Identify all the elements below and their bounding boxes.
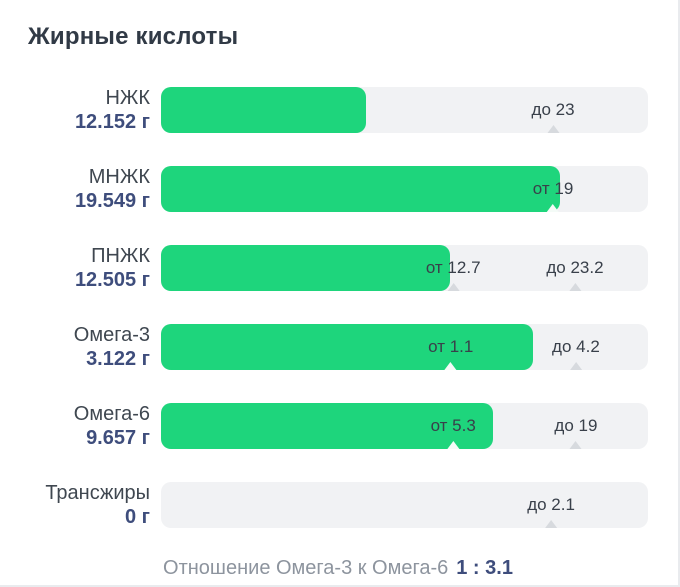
range-marker-max: до 19 <box>554 403 597 449</box>
omega-ratio-value: 1 : 3.1 <box>456 557 513 579</box>
nutrient-name: ПНЖК <box>91 245 150 267</box>
row-label: Омега-6 9.657 г <box>28 402 150 450</box>
range-marker-min: от 5.3 <box>431 403 476 449</box>
range-marker-max: до 4.2 <box>552 324 600 370</box>
bar-track: от 19 <box>161 166 648 212</box>
row-omega-3: Омега-3 3.122 г от 1.1 до 4.2 <box>28 323 648 371</box>
nutrient-value: 12.505 г <box>74 269 150 291</box>
fatty-acids-chart: НЖК 12.152 г до 23 МНЖК 19.549 г от 19 П… <box>28 86 648 529</box>
nutrient-value: 19.549 г <box>74 190 150 212</box>
bar-track: до 23 <box>161 87 648 133</box>
nutrient-name: Трансжиры <box>45 482 150 504</box>
bar-track: до 2.1 <box>161 482 648 528</box>
bar-track: от 5.3 до 19 <box>161 403 648 449</box>
row-label: ПНЖК 12.505 г <box>28 244 150 292</box>
nutrient-name: НЖК <box>105 87 150 109</box>
nutrient-value: 0 г <box>124 506 150 528</box>
bar-fill <box>161 324 534 370</box>
bar-fill <box>161 245 450 291</box>
row-mnzhk: МНЖК 19.549 г от 19 <box>28 165 648 213</box>
bar-track: от 1.1 до 4.2 <box>161 324 648 370</box>
nutrient-name: МНЖК <box>88 166 150 188</box>
range-marker-max: до 23.2 <box>546 245 603 291</box>
range-marker-min: от 12.7 <box>426 245 481 291</box>
bar-track: от 12.7 до 23.2 <box>161 245 648 291</box>
row-pnzhk: ПНЖК 12.505 г от 12.7 до 23.2 <box>28 244 648 292</box>
row-label: НЖК 12.152 г <box>28 86 150 134</box>
row-omega-6: Омега-6 9.657 г от 5.3 до 19 <box>28 402 648 450</box>
nutrient-value: 3.122 г <box>86 348 150 370</box>
row-label: МНЖК 19.549 г <box>28 165 150 213</box>
range-marker-max: до 2.1 <box>527 482 575 528</box>
row-trans-fats: Трансжиры 0 г до 2.1 <box>28 481 648 529</box>
bar-fill <box>161 166 561 212</box>
range-marker-min: от 19 <box>533 166 574 212</box>
row-label: Трансжиры 0 г <box>28 481 150 529</box>
bar-fill <box>161 87 366 133</box>
omega-ratio-label: Отношение Омега-3 к Омега-6 <box>163 557 449 579</box>
nutrient-name: Омега-6 <box>73 403 150 425</box>
row-label: Омега-3 3.122 г <box>28 323 150 371</box>
row-nzhk: НЖК 12.152 г до 23 <box>28 86 648 134</box>
range-marker-max: до 23 <box>532 87 575 133</box>
nutrient-value: 9.657 г <box>86 427 150 449</box>
nutrient-name: Омега-3 <box>73 324 150 346</box>
range-marker-min: от 1.1 <box>428 324 473 370</box>
omega-ratio: Отношение Омега-3 к Омега-6 1 : 3.1 <box>28 556 648 581</box>
nutrient-value: 12.152 г <box>74 111 150 133</box>
page-title: Жирные кислоты <box>28 23 239 50</box>
